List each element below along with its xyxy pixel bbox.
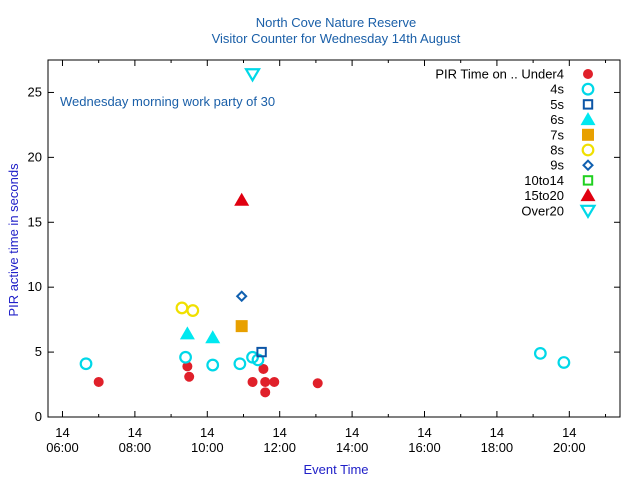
data-point-5s bbox=[256, 346, 267, 358]
x-tick-day: 14 bbox=[562, 425, 576, 440]
x-tick-time: 12:00 bbox=[263, 440, 296, 455]
x-tick-time: 18:00 bbox=[481, 440, 514, 455]
legend-marker-5s bbox=[582, 99, 594, 110]
legend: PIR Time on .. Under44s5s6s7s8s9s10to141… bbox=[435, 67, 597, 219]
legend-marker-10to14 bbox=[582, 175, 594, 186]
data-point-6s bbox=[205, 330, 221, 344]
y-tick-label: 15 bbox=[28, 214, 42, 229]
legend-marker-over20 bbox=[579, 204, 597, 219]
legend-label: 6s bbox=[550, 112, 564, 127]
legend-label: 9s bbox=[550, 158, 564, 173]
x-tick-time: 14:00 bbox=[336, 440, 369, 455]
data-point-15to20 bbox=[234, 192, 250, 206]
data-point-under4 bbox=[93, 376, 104, 387]
x-tick-day: 14 bbox=[200, 425, 214, 440]
y-tick-label: 0 bbox=[35, 409, 42, 424]
x-tick-day: 14 bbox=[417, 425, 431, 440]
plot-frame bbox=[47, 59, 621, 418]
legend-label: 15to20 bbox=[524, 188, 564, 203]
data-point-under4 bbox=[269, 376, 280, 387]
x-axis-label: Event Time bbox=[303, 462, 368, 477]
legend-label: PIR Time on .. Under4 bbox=[435, 67, 564, 82]
x-tick-time: 08:00 bbox=[119, 440, 152, 455]
data-point-4s bbox=[179, 350, 192, 364]
legend-label: 5s bbox=[550, 97, 564, 112]
data-point-under4 bbox=[260, 376, 271, 387]
legend-marker-15to20 bbox=[580, 188, 596, 202]
data-point-7s bbox=[235, 320, 248, 333]
x-tick-day: 14 bbox=[55, 425, 69, 440]
legend-label: 7s bbox=[550, 127, 564, 142]
data-point-4s bbox=[533, 346, 547, 360]
data-point-9s bbox=[235, 290, 248, 303]
x-axis: 1406:001408:001410:001412:001414:001416:… bbox=[46, 60, 607, 455]
data-point-under4 bbox=[182, 361, 193, 372]
data-point-4s bbox=[206, 358, 220, 372]
data-point-under4 bbox=[312, 378, 323, 389]
chart-subtitle: Visitor Counter for Wednesday 14th Augus… bbox=[212, 31, 461, 46]
y-tick-label: 25 bbox=[28, 84, 42, 99]
data-point-4s bbox=[557, 356, 571, 369]
legend-label: 8s bbox=[550, 143, 564, 158]
legend-marker-9s bbox=[582, 159, 594, 172]
legend-label: 4s bbox=[550, 82, 564, 97]
legend-marker-7s bbox=[582, 128, 594, 141]
data-points bbox=[79, 68, 571, 398]
data-point-under4 bbox=[260, 387, 271, 398]
x-tick-day: 14 bbox=[128, 425, 142, 440]
annotation: Wednesday morning work party of 30 bbox=[60, 94, 275, 109]
x-tick-time: 06:00 bbox=[46, 440, 79, 455]
data-point-8s bbox=[175, 301, 189, 315]
data-point-under4 bbox=[258, 363, 269, 374]
legend-label: 10to14 bbox=[524, 173, 564, 188]
data-point-4s bbox=[233, 357, 247, 371]
legend-marker-8s bbox=[581, 143, 595, 157]
data-point-under4 bbox=[247, 376, 258, 387]
data-point-8s bbox=[186, 304, 200, 317]
data-point-over20 bbox=[244, 68, 261, 83]
x-tick-day: 14 bbox=[490, 425, 504, 440]
y-tick-label: 10 bbox=[28, 279, 42, 294]
y-axis: 0 5 10 15 20 25 bbox=[28, 84, 620, 424]
data-point-under4 bbox=[184, 371, 195, 382]
legend-marker-under4 bbox=[583, 69, 593, 79]
y-tick-label: 20 bbox=[28, 149, 42, 164]
chart-title: North Cove Nature Reserve bbox=[256, 15, 416, 30]
data-point-4s bbox=[79, 357, 93, 371]
x-tick-day: 14 bbox=[345, 425, 359, 440]
legend-marker-4s bbox=[581, 82, 595, 96]
x-tick-time: 20:00 bbox=[553, 440, 586, 455]
x-tick-time: 10:00 bbox=[191, 440, 224, 455]
x-tick-time: 16:00 bbox=[408, 440, 441, 455]
y-tick-label: 5 bbox=[35, 344, 42, 359]
data-point-6s bbox=[179, 326, 195, 340]
x-tick-day: 14 bbox=[272, 425, 286, 440]
y-axis-label: PIR active time in seconds bbox=[6, 163, 21, 317]
legend-label: Over20 bbox=[521, 203, 564, 218]
legend-marker-6s bbox=[580, 112, 596, 126]
